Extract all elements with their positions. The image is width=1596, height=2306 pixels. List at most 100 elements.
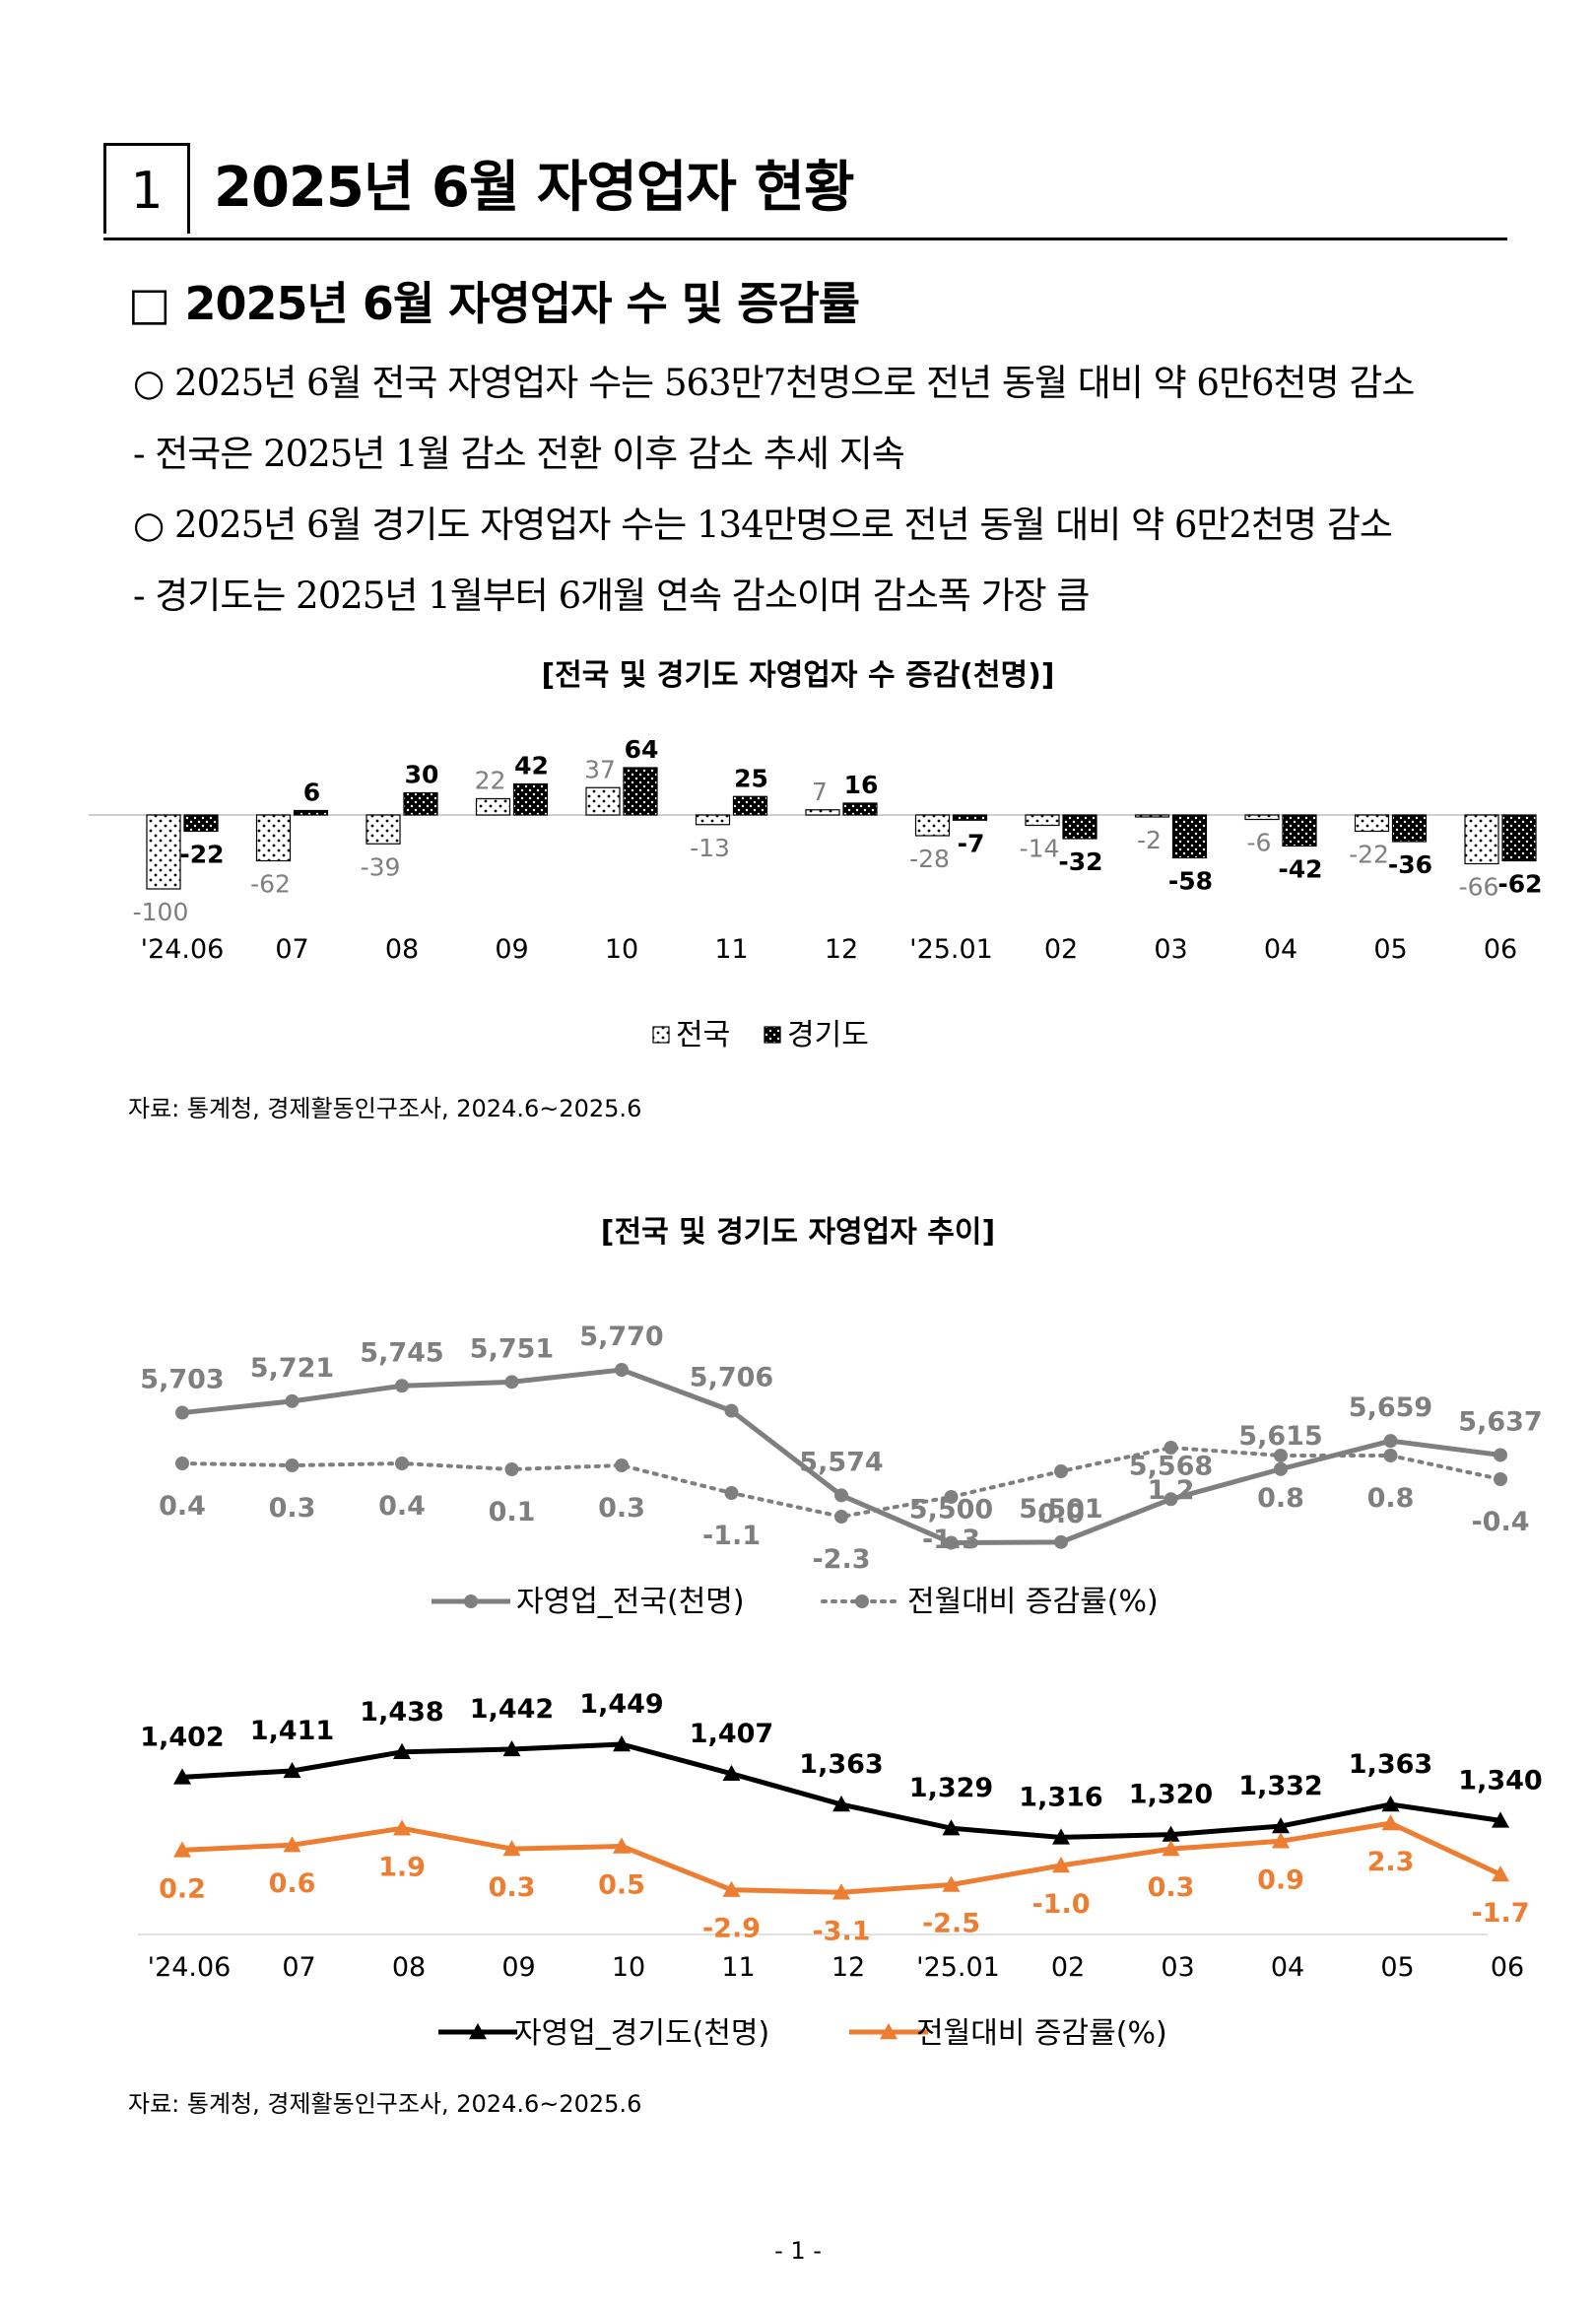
bar-label-gyeonggi: -32	[1058, 848, 1102, 876]
label-gyeonggi-rate: -2.9	[702, 1914, 761, 1944]
label-national: 5,574	[799, 1447, 883, 1477]
point-gyeonggi	[832, 1796, 850, 1812]
point-national	[1274, 1461, 1288, 1476]
point-national-rate	[834, 1510, 848, 1524]
bar-label-national: -62	[250, 870, 291, 899]
x-tick-label: '24.06	[148, 1952, 232, 1983]
point-gyeonggi	[1272, 1817, 1290, 1834]
bar-label-gyeonggi: 16	[844, 771, 879, 799]
point-national	[724, 1403, 739, 1418]
x-tick-label: 07	[282, 1952, 315, 1983]
bar-label-gyeonggi: 64	[625, 735, 659, 764]
point-gyeonggi	[1492, 1811, 1509, 1828]
label-national-rate: 0.3	[598, 1493, 645, 1524]
section-title: 2025년 6월 자영업자 현황	[214, 156, 854, 220]
label-gyeonggi: 1,442	[470, 1694, 554, 1725]
point-gyeonggi-rate	[1272, 1832, 1290, 1849]
label-national: 5,568	[1129, 1451, 1213, 1481]
legend-label-gyeonggi: 자영업_경기도(천명)	[514, 2016, 769, 2051]
label-gyeonggi-rate: -1.7	[1471, 1898, 1529, 1929]
label-gyeonggi-rate: 0.6	[269, 1868, 316, 1899]
x-tick-label: '24.06	[141, 934, 225, 965]
bar-label-gyeonggi: 30	[405, 761, 439, 789]
point-national-rate	[1383, 1449, 1398, 1462]
label-gyeonggi: 1,402	[140, 1722, 224, 1752]
paragraph-gyeonggi: ○ 2025년 6월 경기도 자영업자 수는 134만명으로 전년 동월 대비 …	[133, 504, 1393, 546]
point-gyeonggi	[173, 1768, 191, 1785]
label-gyeonggi: 1,407	[690, 1719, 773, 1749]
section-header: 1 2025년 6월 자영업자 현황	[103, 143, 1507, 240]
legend-label-national-rate: 전월대비 증감률(%)	[907, 1585, 1159, 1619]
label-gyeonggi-rate: 0.2	[159, 1873, 206, 1904]
point-national-rate	[1164, 1441, 1178, 1455]
x-tick-label: 11	[721, 1952, 755, 1983]
bar-label-gyeonggi: -22	[179, 841, 224, 869]
label-gyeonggi-rate: 0.5	[598, 1870, 645, 1901]
bar-label-gyeonggi: -36	[1388, 850, 1432, 879]
x-tick-label: 03	[1154, 934, 1187, 965]
x-tick-label: 07	[275, 934, 308, 965]
bar-national	[146, 814, 181, 890]
point-gyeonggi-rate	[393, 1819, 411, 1836]
label-national: 5,501	[1019, 1494, 1102, 1525]
paragraph-gyeonggi-detail: - 경기도는 2025년 1월부터 6개월 연속 감소이며 감소폭 가장 큼	[133, 575, 1090, 617]
point-national-rate	[1054, 1464, 1068, 1478]
legend-label-national: 자영업_전국(천명)	[516, 1585, 745, 1619]
bar-national	[1354, 814, 1390, 833]
legend-marker-national-rate	[855, 1594, 869, 1608]
bar-gyeonggi	[1171, 814, 1208, 859]
label-national-rate: -1.1	[702, 1521, 761, 1551]
label-national-rate: -0.4	[1471, 1507, 1529, 1537]
point-national-rate	[615, 1458, 629, 1472]
bar-label-national: -66	[1459, 873, 1499, 902]
bar-gyeonggi	[1062, 814, 1097, 840]
subsection-title: □ 2025년 6월 자영업자 수 및 증감률	[128, 277, 860, 330]
point-gyeonggi-rate	[1052, 1857, 1070, 1873]
bar-national	[1134, 814, 1170, 818]
bar-label-gyeonggi: 25	[734, 764, 768, 792]
point-gyeonggi	[1381, 1796, 1400, 1812]
point-gyeonggi	[283, 1761, 301, 1779]
bar-gyeonggi	[842, 802, 878, 816]
bar-label-national: 22	[475, 767, 506, 795]
bar-gyeonggi	[1501, 814, 1537, 862]
label-gyeonggi: 1,340	[1458, 1765, 1542, 1796]
bar-gyeonggi	[512, 782, 549, 816]
label-national: 5,745	[360, 1337, 443, 1368]
paragraph-national: ○ 2025년 6월 전국 자영업자 수는 563만7천명으로 전년 동월 대비…	[133, 362, 1415, 404]
bar-label-gyeonggi: 6	[303, 779, 320, 807]
point-gyeonggi	[502, 1739, 521, 1757]
point-national	[1164, 1492, 1178, 1507]
label-gyeonggi-rate: 2.3	[1367, 1847, 1415, 1877]
point-national-rate	[1274, 1449, 1288, 1462]
legend-label-gyeonggi-rate: 전월대비 증감률(%)	[916, 2016, 1167, 2051]
label-gyeonggi: 1,449	[579, 1689, 663, 1720]
label-gyeonggi: 1,320	[1129, 1780, 1213, 1810]
point-gyeonggi	[613, 1735, 631, 1752]
label-national: 5,659	[1349, 1392, 1432, 1423]
x-tick-label: '25.01	[916, 1952, 1000, 1983]
x-tick-label: 06	[1491, 1952, 1524, 1983]
x-tick-label: '25.01	[909, 934, 993, 965]
legend-swatch-gyeonggi	[764, 1026, 781, 1044]
point-national	[615, 1363, 629, 1377]
label-gyeonggi-rate: -1.0	[1031, 1889, 1090, 1920]
x-tick-label: 10	[605, 934, 638, 965]
bar-label-national: -14	[1020, 835, 1060, 863]
bar-gyeonggi	[1391, 814, 1428, 843]
point-gyeonggi	[1162, 1825, 1180, 1842]
chart2-source: 자료: 통계청, 경제활동인구조사, 2024.6~2025.6	[128, 2090, 642, 2118]
paragraph-national-detail: - 전국은 2025년 1월 감소 전환 이후 감소 추세 지속	[133, 433, 905, 475]
x-tick-label: 11	[714, 934, 748, 965]
point-gyeonggi-rate	[1381, 1814, 1400, 1831]
bar-gyeonggi	[623, 767, 658, 816]
bar-label-national: 7	[812, 778, 828, 806]
label-gyeonggi-rate: -2.5	[922, 1909, 980, 1939]
label-gyeonggi-rate: 0.9	[1257, 1865, 1304, 1895]
x-tick-label: 04	[1271, 1952, 1304, 1983]
point-gyeonggi-rate	[1492, 1865, 1509, 1882]
point-national	[1383, 1434, 1398, 1449]
label-national: 5,615	[1238, 1421, 1322, 1452]
label-gyeonggi: 1,438	[360, 1697, 443, 1728]
x-tick-label: 09	[495, 934, 528, 965]
